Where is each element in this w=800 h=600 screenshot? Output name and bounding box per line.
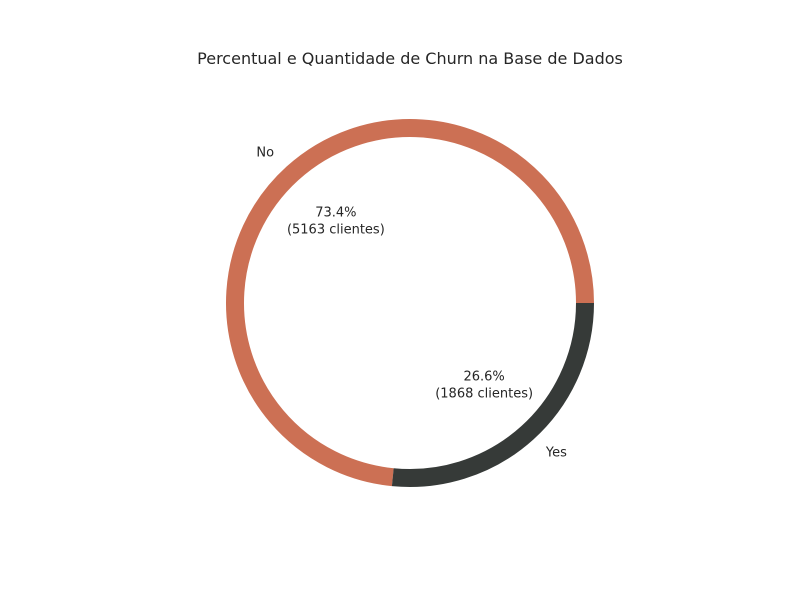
slice-yes: [391, 302, 594, 487]
count-label-yes: (1868 clientes): [435, 386, 533, 401]
slice-no: [226, 119, 594, 487]
percent-label-yes: 26.6%: [463, 369, 504, 384]
category-label-yes: Yes: [545, 445, 567, 460]
category-label-no: No: [256, 146, 274, 161]
chart-title: Percentual e Quantidade de Churn na Base…: [197, 49, 623, 68]
count-label-no: (5163 clientes): [287, 223, 385, 238]
percent-label-no: 73.4%: [315, 206, 356, 221]
